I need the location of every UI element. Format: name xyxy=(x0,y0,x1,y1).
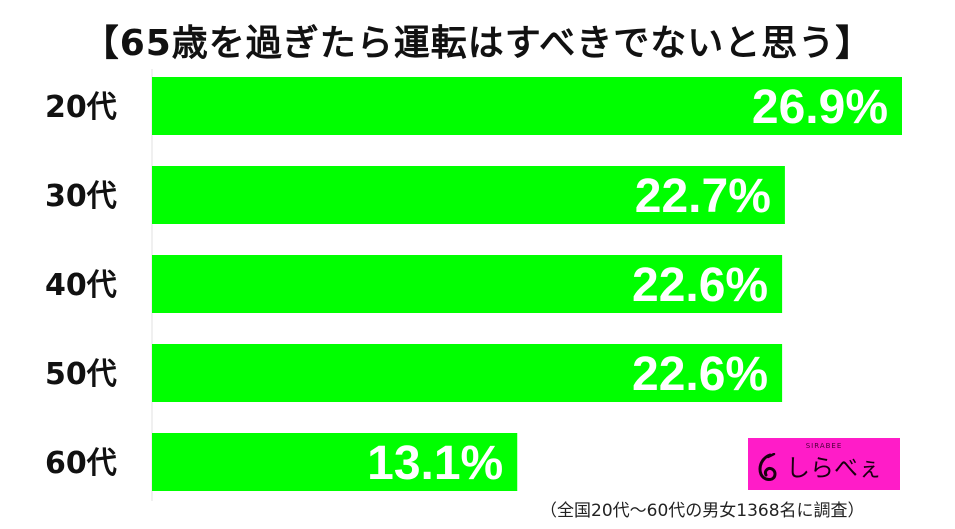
bar xyxy=(152,77,902,135)
bar xyxy=(152,344,783,402)
category-label: 60代 xyxy=(45,446,117,481)
data-label: 13.1% xyxy=(367,437,503,490)
brand-name: しらべぇ xyxy=(786,454,882,482)
data-label: 22.6% xyxy=(632,259,768,312)
data-label: 22.6% xyxy=(632,348,768,401)
data-label: 26.9% xyxy=(752,81,888,134)
bar xyxy=(152,433,518,491)
category-label: 30代 xyxy=(45,179,117,214)
survey-footnote: （全国20代～60代の男女1368名に調査） xyxy=(540,501,865,521)
bar xyxy=(152,166,785,224)
category-label: 50代 xyxy=(45,357,117,392)
bar xyxy=(152,255,783,313)
category-label: 40代 xyxy=(45,268,117,303)
category-label: 20代 xyxy=(45,90,117,125)
brand-tagline: SIRABEE xyxy=(805,442,843,450)
chart-title: 【65歳を過ぎたら運転はすべきでないと思う】 xyxy=(82,23,873,64)
data-label: 22.7% xyxy=(635,170,771,223)
brand-logo: SIRABEE しらべぇ xyxy=(748,438,900,490)
brand-mark-icon xyxy=(758,453,777,481)
